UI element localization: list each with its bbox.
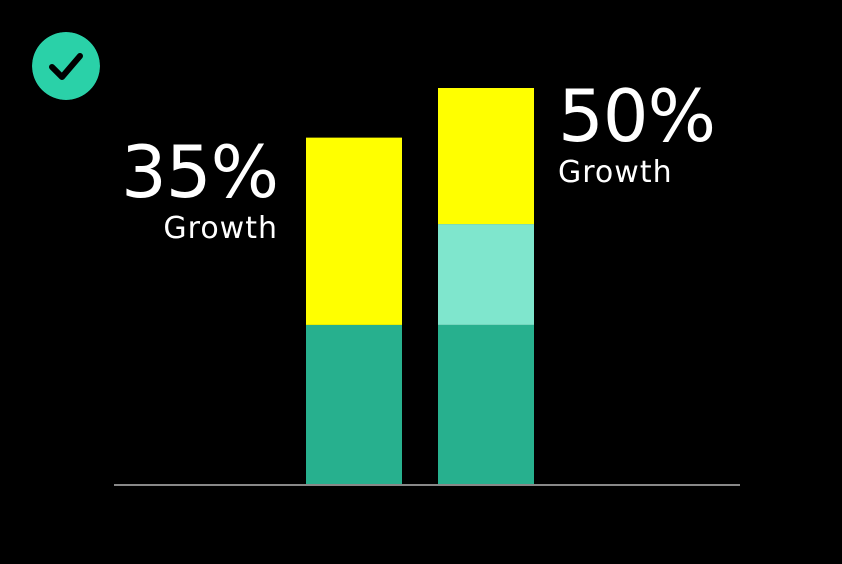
right-growth-callout: 50% Growth xyxy=(558,74,716,190)
left-growth-label: Growth xyxy=(163,211,278,246)
bar-2-segment-1 xyxy=(438,324,534,485)
check-badge-icon xyxy=(32,32,100,100)
badge-circle xyxy=(32,32,100,100)
left-growth-value: 35% xyxy=(120,130,279,214)
bar-2-segment-2 xyxy=(438,224,534,325)
bars-group xyxy=(306,88,534,485)
bar-2-segment-3 xyxy=(438,88,534,225)
bar-1-segment-1 xyxy=(306,324,402,485)
right-growth-value: 50% xyxy=(558,74,716,158)
left-growth-callout: 35% Growth xyxy=(120,130,279,246)
bar-1-segment-3 xyxy=(306,137,402,325)
check-icon xyxy=(49,53,83,80)
right-growth-label: Growth xyxy=(558,155,673,190)
